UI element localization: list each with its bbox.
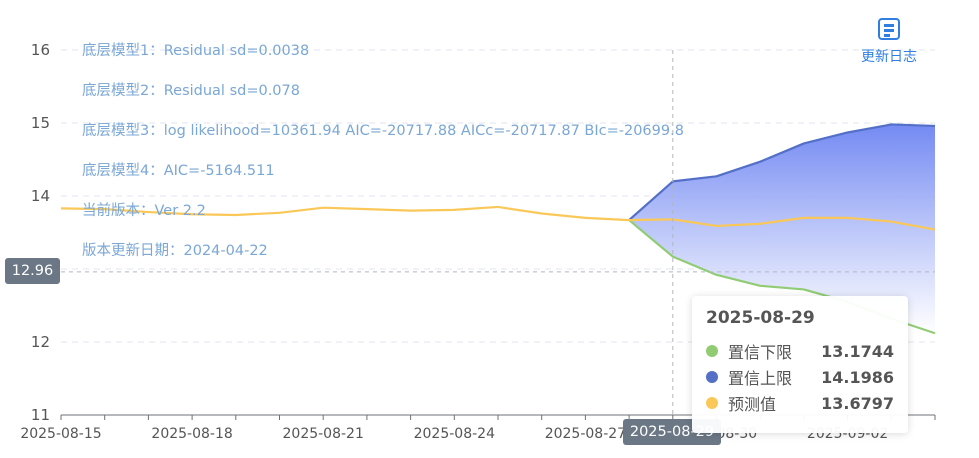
y-tick-label: 16 xyxy=(31,41,50,59)
tooltip-value: 13.1744 xyxy=(821,341,894,361)
tooltip-row-forecast: 预测值 13.6797 xyxy=(706,390,894,416)
changelog-label: 更新日志 xyxy=(861,49,917,65)
tooltip-name: 预测值 xyxy=(728,395,777,414)
legend-dot-forecast xyxy=(706,397,718,409)
tooltip: 2025-08-29 置信下限 13.1744 置信上限 14.1986 预测值… xyxy=(692,296,908,433)
tooltip-name: 置信上限 xyxy=(728,369,793,388)
tooltip-row-lower: 置信下限 13.1744 xyxy=(706,338,894,364)
model-info-text: 底层模型1：Residual sd=0.0038 xyxy=(82,42,309,59)
tooltip-row-upper: 置信上限 14.1986 xyxy=(706,364,894,390)
model-info-text: 底层模型2：Residual sd=0.078 xyxy=(82,82,300,99)
model-info-text: 版本更新日期：2024-04-22 xyxy=(82,242,268,259)
legend-dot-upper xyxy=(706,371,718,383)
x-tick-label: 2025-08-24 xyxy=(414,426,495,442)
model-info-text: 底层模型4：AIC=-5164.511 xyxy=(82,162,275,179)
series-line-置信上限 xyxy=(628,123,936,221)
legend-dot-lower xyxy=(706,345,718,357)
tooltip-date: 2025-08-29 xyxy=(706,308,815,328)
y-tick-label: 14 xyxy=(31,187,50,205)
x-tick-label: 2025-08-18 xyxy=(151,426,232,442)
tooltip-name: 置信下限 xyxy=(728,343,793,362)
tooltip-value: 14.1986 xyxy=(821,367,894,387)
y-tick-label: 11 xyxy=(31,406,50,424)
x-tick-label: 2025-08-27 xyxy=(545,426,626,442)
y-tick-label: 12 xyxy=(31,333,50,351)
tooltip-value: 13.6797 xyxy=(821,393,894,413)
x-tick-label: 2025-08-21 xyxy=(283,426,364,442)
document-list-icon xyxy=(878,18,900,40)
y-tick-label: 15 xyxy=(31,114,50,132)
model-info-text: 当前版本：Ver 2.2 xyxy=(82,202,206,219)
x-tick-label: 2025-08-15 xyxy=(20,426,101,442)
series-line-预测值 xyxy=(60,205,936,231)
confidence-band xyxy=(629,124,935,334)
model-info-text: 底层模型3：log likelihood=10361.94 AIC=-20717… xyxy=(82,122,684,139)
changelog-button[interactable]: 更新日志 xyxy=(850,18,928,66)
crosshair-y-label: 12.96 xyxy=(5,258,60,284)
